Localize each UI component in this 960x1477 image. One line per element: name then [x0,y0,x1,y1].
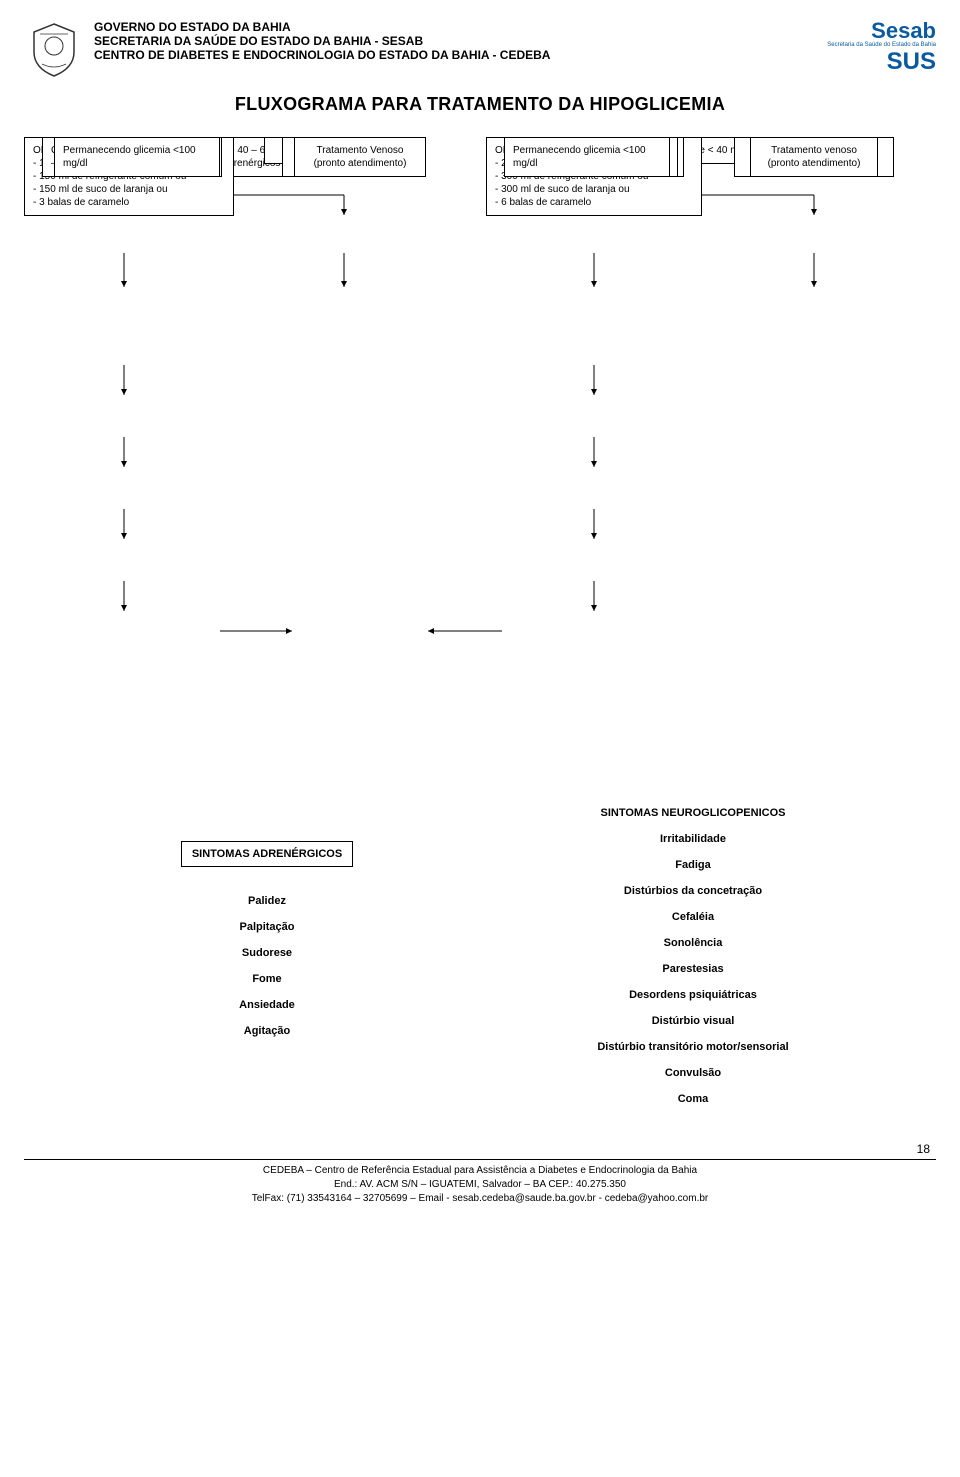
neuroglycopenic-symptom: Coma [510,1093,876,1105]
symptoms-section: SINTOMAS ADRENÉRGICOS Palidez Palpitação S… [24,807,936,1119]
neuroglycopenic-title: SINTOMAS NEUROGLICOPENICOS [510,807,876,819]
node-venous-center: Tratamento Venoso (pronto atendimento) [294,137,426,177]
adrenergic-title: SINTOMAS ADRENÉRGICOS [181,841,353,867]
gov-line1: GOVERNO DO ESTADO DA BAHIA [94,20,796,34]
footer-line3: TelFax: (71) 33543164 – 32705699 – Email… [24,1192,936,1206]
neuroglycopenic-symptom: Parestesias [510,963,876,975]
neuroglycopenic-symptom: Distúrbio visual [510,1015,876,1027]
logo-block: Sesab Secretaria da Saúde do Estado da B… [806,20,936,74]
neuroglycopenic-symptom: Sonolência [510,937,876,949]
neuroglycopenic-symptom: Desordens psiquiátricas [510,989,876,1001]
footer: CEDEBA – Centro de Referência Estadual p… [24,1159,936,1206]
neuroglycopenic-symptom: Cefaléia [510,911,876,923]
adrenergic-symptom: Sudorese [84,947,450,959]
logo-sesab: Sesab [806,20,936,42]
footer-line2: End.: AV. ACM S/N – IGUATEMI, Salvador –… [24,1178,936,1192]
neuroglycopenic-symptom: Convulsão [510,1067,876,1079]
state-crest-icon [24,20,84,80]
adrenergic-symptom: Ansiedade [84,999,450,1011]
node-persist-right: Permanecendo glicemia <100 mg/dl [504,137,670,177]
page-number: 18 [917,1142,930,1156]
node-venous-2: Tratamento venoso (pronto atendimento) [750,137,878,177]
neuroglycopenic-symptom: Fadiga [510,859,876,871]
neuroglycopenic-symptom: Distúrbios da concetração [510,885,876,897]
header: GOVERNO DO ESTADO DA BAHIA SECRETARIA DA… [24,20,936,80]
gov-line3: CENTRO DE DIABETES E ENDOCRINOLOGIA DO E… [94,48,796,62]
footer-line1: CEDEBA – Centro de Referência Estadual p… [24,1164,936,1178]
logo-sus: SUS [806,50,936,74]
adrenergic-symptom: Palpitação [84,921,450,933]
node-persist-left: Permanecendo glicemia <100 mg/dl [54,137,220,177]
neuroglycopenic-symptom: Irritabilidade [510,833,876,845]
gov-line2: SECRETARIA DA SAÚDE DO ESTADO DA BAHIA -… [94,34,796,48]
flowchart-arrows [24,137,936,777]
flowchart: Verificar glicemia: se 40 – 60mg/dl e/ou… [24,137,936,777]
page-title: FLUXOGRAMA PARA TRATAMENTO DA HIPOGLICEM… [24,94,936,115]
adrenergic-symptom: Palidez [84,895,450,907]
adrenergic-symptom: Agitação [84,1025,450,1037]
neuroglycopenic-symptom: Distúrbio transitório motor/sensorial [510,1041,876,1053]
adrenergic-symptom: Fome [84,973,450,985]
